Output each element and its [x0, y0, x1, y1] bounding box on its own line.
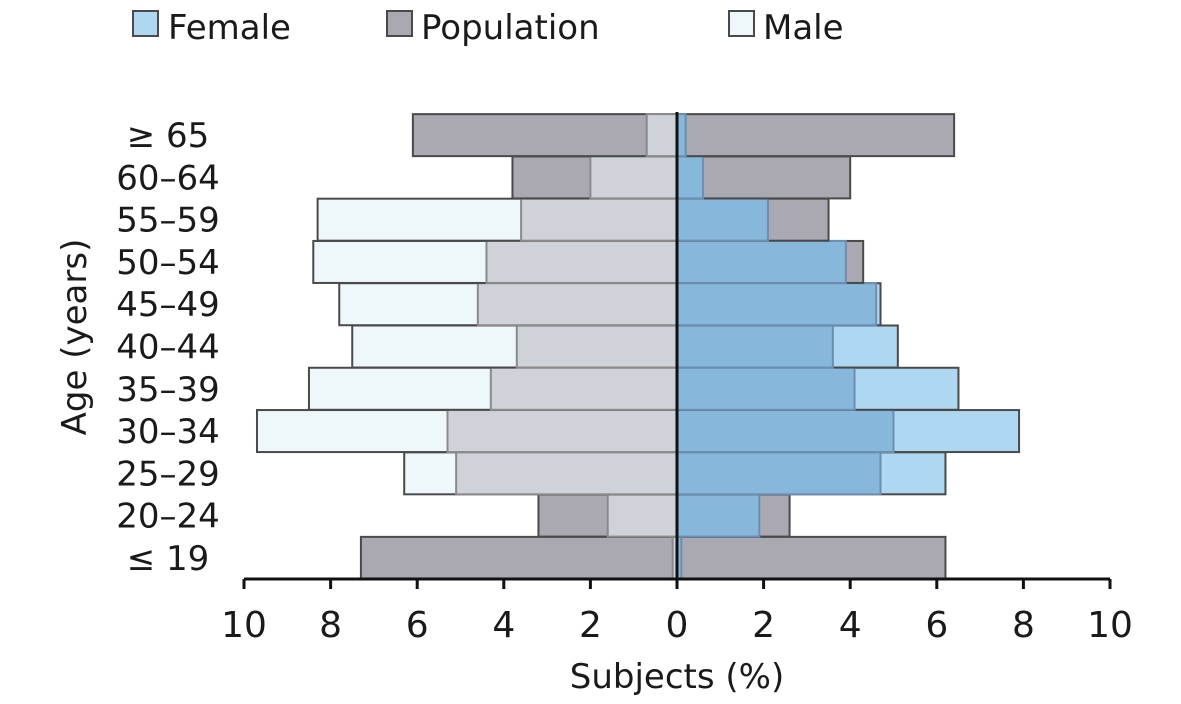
y-axis-title: Age (years) — [55, 239, 95, 436]
legend-swatch-male — [728, 10, 755, 37]
y-tick-label-ge65: ≥ 65 — [127, 116, 210, 156]
x-axis-title: Subjects (%) — [570, 657, 784, 697]
x-tick-label-5: 0 — [666, 605, 689, 646]
bar-population-left-40-44 — [515, 324, 678, 369]
x-tick-label-6: 2 — [752, 605, 775, 646]
axes-layer — [242, 112, 1112, 589]
bar-population-left-50-54 — [485, 239, 679, 284]
y-tick-label-50-54: 50–54 — [116, 243, 220, 283]
legend-item-population: Population — [386, 8, 600, 48]
bar-male-ge65 — [645, 113, 679, 158]
bar-population-right-30-34 — [676, 409, 895, 454]
y-tick-label-55-59: 55–59 — [116, 201, 220, 241]
legend-swatch-population — [386, 10, 413, 37]
y-tick-label-45-49: 45–49 — [116, 285, 220, 325]
y-tick-label-35-39: 35–39 — [116, 370, 220, 410]
x-tick-label-3: 4 — [492, 605, 515, 646]
x-tick-label-1: 8 — [319, 605, 342, 646]
bar-population-right-35-39 — [676, 366, 856, 411]
x-tick-label-10: 10 — [1087, 605, 1133, 646]
bar-population-right-25-29 — [676, 451, 882, 496]
labels-layer: ≤ 1920–2425–2930–3435–3940–4445–4950–545… — [116, 116, 1133, 646]
bar-female-60-64 — [676, 155, 704, 200]
bar-population-right-le19 — [676, 535, 947, 580]
x-tick-label-8: 6 — [925, 605, 948, 646]
legend-item-female: Female — [132, 8, 291, 48]
y-tick-label-30-34: 30–34 — [116, 412, 220, 452]
x-tick-label-0: 10 — [221, 605, 267, 646]
legend: Female Population Male — [132, 8, 844, 48]
bar-population-right-45-49 — [676, 282, 878, 327]
bar-population-left-30-34 — [446, 409, 679, 454]
x-tick-label-9: 8 — [1012, 605, 1035, 646]
y-tick-label-le19: ≤ 19 — [127, 539, 210, 579]
bars-layer — [255, 113, 1021, 580]
y-tick-label-20-24: 20–24 — [116, 497, 220, 537]
legend-label-male: Male — [763, 8, 844, 48]
bar-female-20-24 — [676, 493, 761, 538]
legend-item-male: Male — [728, 8, 844, 48]
bar-population-left-55-59 — [520, 197, 678, 242]
legend-label-population: Population — [421, 8, 600, 48]
bar-population-left-le19 — [359, 535, 678, 580]
bar-female-50-54 — [676, 239, 847, 284]
x-tick-label-7: 4 — [839, 605, 862, 646]
bar-population-left-35-39 — [489, 366, 678, 411]
bar-population-right-60-64 — [676, 155, 852, 200]
y-tick-label-25-29: 25–29 — [116, 454, 220, 494]
bar-population-right-ge65 — [676, 113, 956, 158]
legend-label-female: Female — [168, 8, 291, 48]
bar-male-20-24 — [606, 493, 678, 538]
y-tick-label-40-44: 40–44 — [116, 328, 220, 368]
bar-population-right-40-44 — [676, 324, 834, 369]
x-tick-label-4: 2 — [579, 605, 602, 646]
bar-population-left-ge65 — [411, 113, 678, 158]
y-tick-label-60-64: 60–64 — [116, 158, 220, 198]
legend-swatch-female — [132, 10, 159, 37]
bar-population-left-45-49 — [476, 282, 678, 327]
x-tick-label-2: 6 — [406, 605, 429, 646]
bar-population-left-25-29 — [455, 451, 679, 496]
bar-male-60-64 — [589, 155, 679, 200]
bar-female-55-59 — [676, 197, 769, 242]
